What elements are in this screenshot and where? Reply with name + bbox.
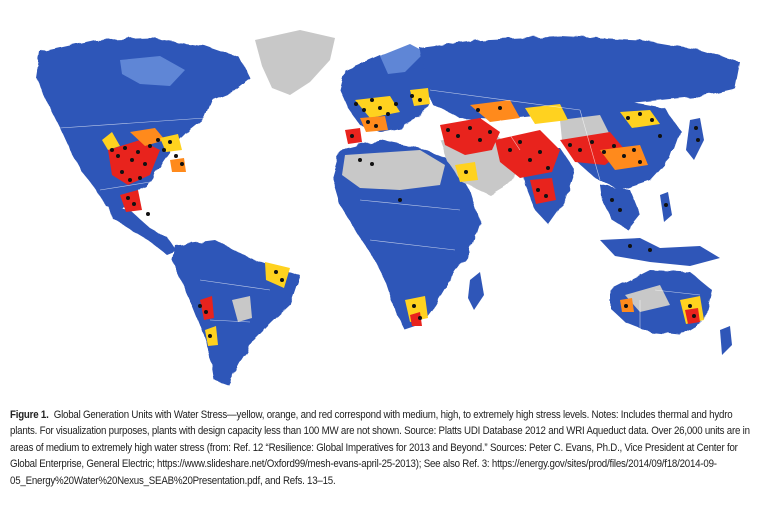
country-borders [59,89,701,330]
greenland [255,30,335,95]
australia-gray [625,285,670,312]
south-america-gray [232,296,252,322]
japan [686,118,704,160]
figure-caption: Figure 1. Global Generation Units with Wa… [10,407,751,489]
world-map-svg [0,30,760,395]
canada-lakes [120,56,185,86]
stress-zones-australia [620,296,704,324]
plant-markers [110,94,700,338]
antarctica-edge [0,392,760,395]
southeast-asia [600,185,640,230]
stress-zones-south-america [200,262,290,346]
stress-zones-asia [440,100,660,204]
central-america [108,205,176,254]
madagascar [468,272,484,310]
sahara [342,150,445,190]
stress-zones-europe [345,88,430,144]
world-map [0,30,760,395]
russia [420,36,740,120]
stress-zones-africa [405,296,428,326]
north-america [36,38,250,210]
figure-caption-text: Global Generation Units with Water Stres… [10,409,750,487]
indonesia [600,238,720,266]
new-zealand [720,326,732,355]
scandinavia [380,44,425,74]
figure-label: Figure 1. [10,409,49,421]
